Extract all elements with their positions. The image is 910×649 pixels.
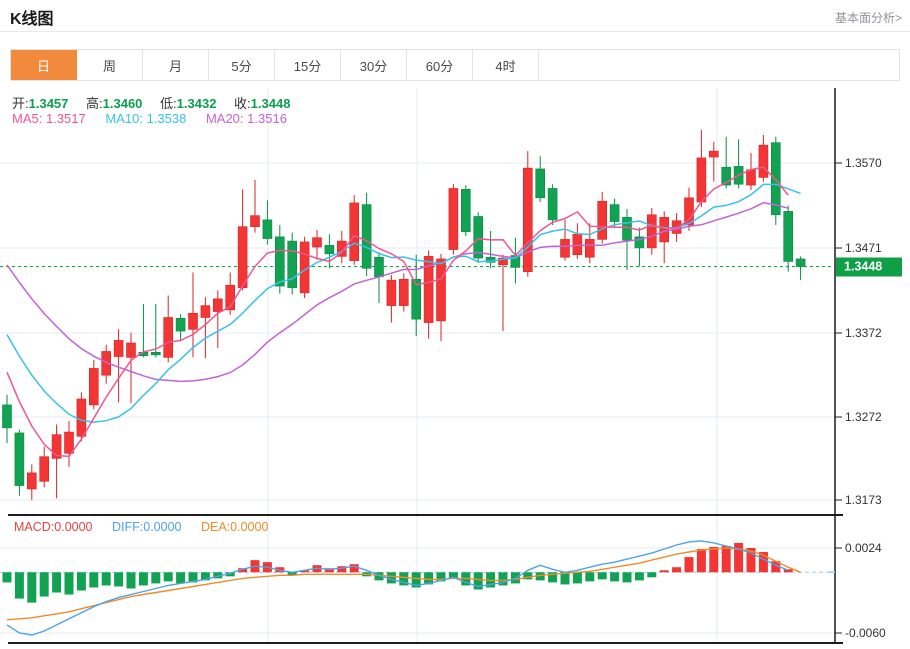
tab-day[interactable]: 日 [11,50,77,80]
tab-4hour[interactable]: 4时 [473,50,539,80]
axis-label: 1.3372 [845,326,882,340]
high-value: 1.3460 [102,96,143,111]
dea-label: DEA: [200,520,231,534]
close-value: 1.3448 [250,96,291,111]
fundamental-analysis-link[interactable]: 基本面分析> [834,11,902,25]
current-price-badge: 1.3448 [836,257,902,277]
tab-month[interactable]: 月 [143,50,209,80]
tab-5min[interactable]: 5分 [209,50,275,80]
low-label: 低: [160,96,177,111]
macd-readout: MACD:0.0000 DIFF:0.0000 DEA:0.0000 [14,520,284,534]
low-value: 1.3432 [176,96,217,111]
tab-15min[interactable]: 15分 [275,50,341,80]
ma10-value: 1.3538 [146,111,187,126]
tab-30min[interactable]: 30分 [341,50,407,80]
axis-label: 1.3173 [845,493,882,507]
diff-label: DIFF: [112,520,144,534]
header-divider [0,31,910,32]
ohlc-readout: 开:1.3457 高:1.3460 低:1.3432 收:1.3448 [12,93,304,112]
ma20-label: MA20: [205,111,244,126]
timeframe-tabbar: 日 周 月 5分 15分 30分 60分 4时 [10,49,900,81]
open-label: 开: [12,96,29,111]
diff-value: 0.0000 [143,520,182,534]
tab-60min[interactable]: 60分 [407,50,473,80]
axis-label: 1.3272 [845,410,882,424]
ma-readout: MA5: 1.3517 MA10: 1.3538 MA20: 1.3516 [12,111,303,126]
open-value: 1.3457 [28,96,69,111]
macd-value: 0.0000 [54,520,93,534]
axis-label: 1.3570 [845,156,882,170]
ma10-label: MA10: [105,111,143,126]
ma20-value: 1.3516 [247,111,287,126]
axis-label: 1.3471 [845,241,882,255]
axis-label: 0.0024 [845,541,882,555]
ma5-value: 1.3517 [45,111,86,126]
axis-label: -0.0060 [845,626,886,640]
ma5-label: MA5: [12,111,43,126]
close-label: 收: [234,96,251,111]
dea-value: 0.0000 [230,520,269,534]
tab-week[interactable]: 周 [77,50,143,80]
macd-label: MACD: [14,520,55,534]
page-title: K线图 [10,11,54,28]
high-label: 高: [86,96,103,111]
